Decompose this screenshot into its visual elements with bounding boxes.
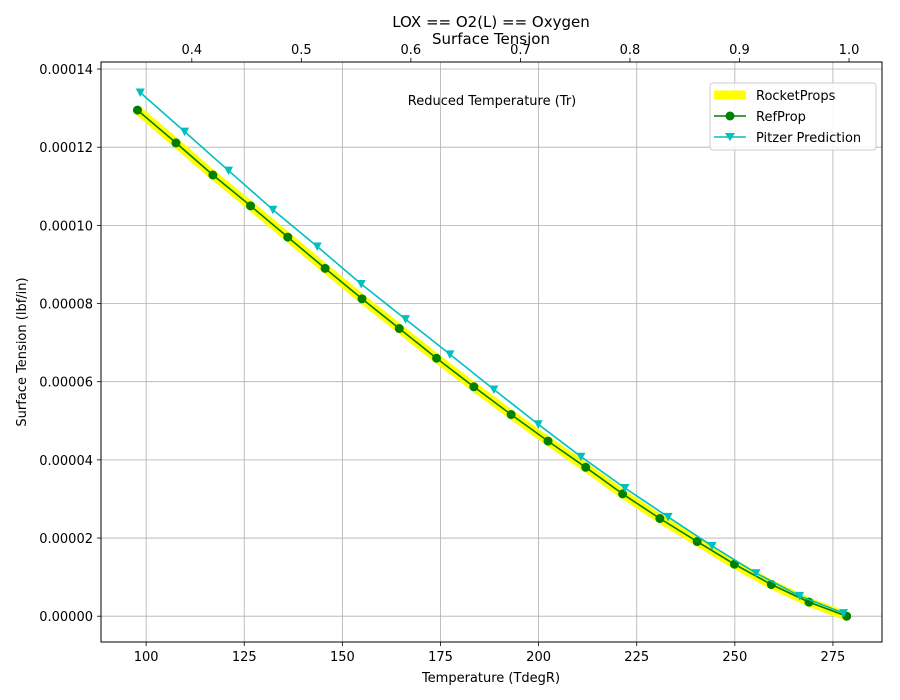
data-point-pitzer-prediction [401,315,411,324]
x2-tick-label: 0.8 [620,43,641,58]
y-tick-label: 0.00000 [39,610,93,625]
y-tick-label: 0.00002 [39,532,93,547]
x-axis-label: Temperature (TdegR) [421,671,560,686]
data-point-refprop [581,462,591,472]
data-point-pitzer-prediction [268,205,278,215]
chart-title: LOX == O2(L) == Oxygen [392,13,590,31]
data-point-refprop [506,410,516,420]
data-point-refprop [246,201,256,211]
legend-box [709,82,877,151]
x2-tick-label: 0.4 [181,43,202,58]
data-point-refprop [283,232,293,242]
data-point-refprop [394,324,404,334]
data-point-pitzer-prediction [489,385,499,395]
data-point-refprop [469,382,479,392]
data-point-pitzer-prediction [445,350,455,359]
x2-tick-label: 1.0 [839,43,860,58]
x2-tick-label: 0.6 [401,43,422,58]
x-tick-label: 100 [134,650,159,665]
data-point-pitzer-prediction [356,279,366,289]
grid-lines [101,62,882,642]
y-tick-label: 0.00006 [39,376,93,391]
x-axis: 100 125 150 175 200 225 250 275 [134,642,846,665]
x-tick-label: 125 [232,650,257,665]
data-point-refprop [692,537,702,547]
data-point-pitzer-prediction [576,452,586,462]
x2-tick-label: 0.7 [510,43,531,58]
plot-series [132,88,852,621]
plot-frame [100,61,883,643]
data-point-pitzer-prediction [839,609,849,618]
data-point-pitzer-prediction [795,591,805,601]
data-point-refprop [432,353,442,363]
data-point-pitzer-prediction [620,484,630,493]
series-line-refprop [136,109,848,618]
x-tick-label: 200 [526,650,551,665]
y-axis-label: Surface Tension (lbf/in) [15,277,30,426]
y-tick-label: 0.00014 [39,63,93,78]
legend-label-pitzer: Pitzer Prediction [756,131,861,146]
data-point-pitzer-prediction [663,512,673,522]
legend-label-rocketprops: RocketProps [756,89,836,104]
data-point-refprop [208,170,218,180]
data-point-pitzer-prediction [224,166,234,176]
y-tick-label: 0.00010 [39,219,93,234]
data-point-pitzer-prediction [312,242,322,251]
x-tick-label: 275 [821,650,846,665]
y-tick-label: 0.00012 [39,141,93,156]
data-point-pitzer-prediction [180,127,190,137]
x-tick-label: 150 [330,650,355,665]
legend: RocketProps RefProp Pitzer Prediction [709,82,877,151]
data-point-refprop [320,263,330,273]
y-tick-label: 0.00004 [39,454,93,469]
x2-axis: 0.4 0.5 0.6 0.7 0.8 0.9 1.0 [181,43,859,62]
y-tick-label: 0.00008 [39,298,93,313]
x2-tick-label: 0.5 [291,43,312,58]
data-point-refprop [543,436,553,446]
y-axis: 0.00000 0.00002 0.00004 0.00006 0.00008 0.000… [39,63,101,625]
chart-subtitle: Surface Tension [432,30,550,48]
legend-label-refprop: RefProp [756,110,806,125]
data-point-pitzer-prediction [533,420,543,429]
x2-axis-label: Reduced Temperature (Tr) [408,94,576,109]
x-tick-label: 250 [722,650,747,665]
data-point-refprop [171,138,181,148]
legend-marker-refprop [725,111,735,121]
x-tick-label: 175 [428,650,453,665]
data-point-pitzer-prediction [707,541,717,551]
data-point-refprop [357,294,367,304]
legend-marker-pitzer [725,133,735,141]
data-point-refprop [132,105,142,115]
data-point-refprop [655,513,665,523]
data-point-pitzer-prediction [135,88,145,97]
data-point-pitzer-prediction [751,569,761,578]
x2-tick-label: 0.9 [729,43,750,58]
x-tick-label: 225 [624,650,649,665]
